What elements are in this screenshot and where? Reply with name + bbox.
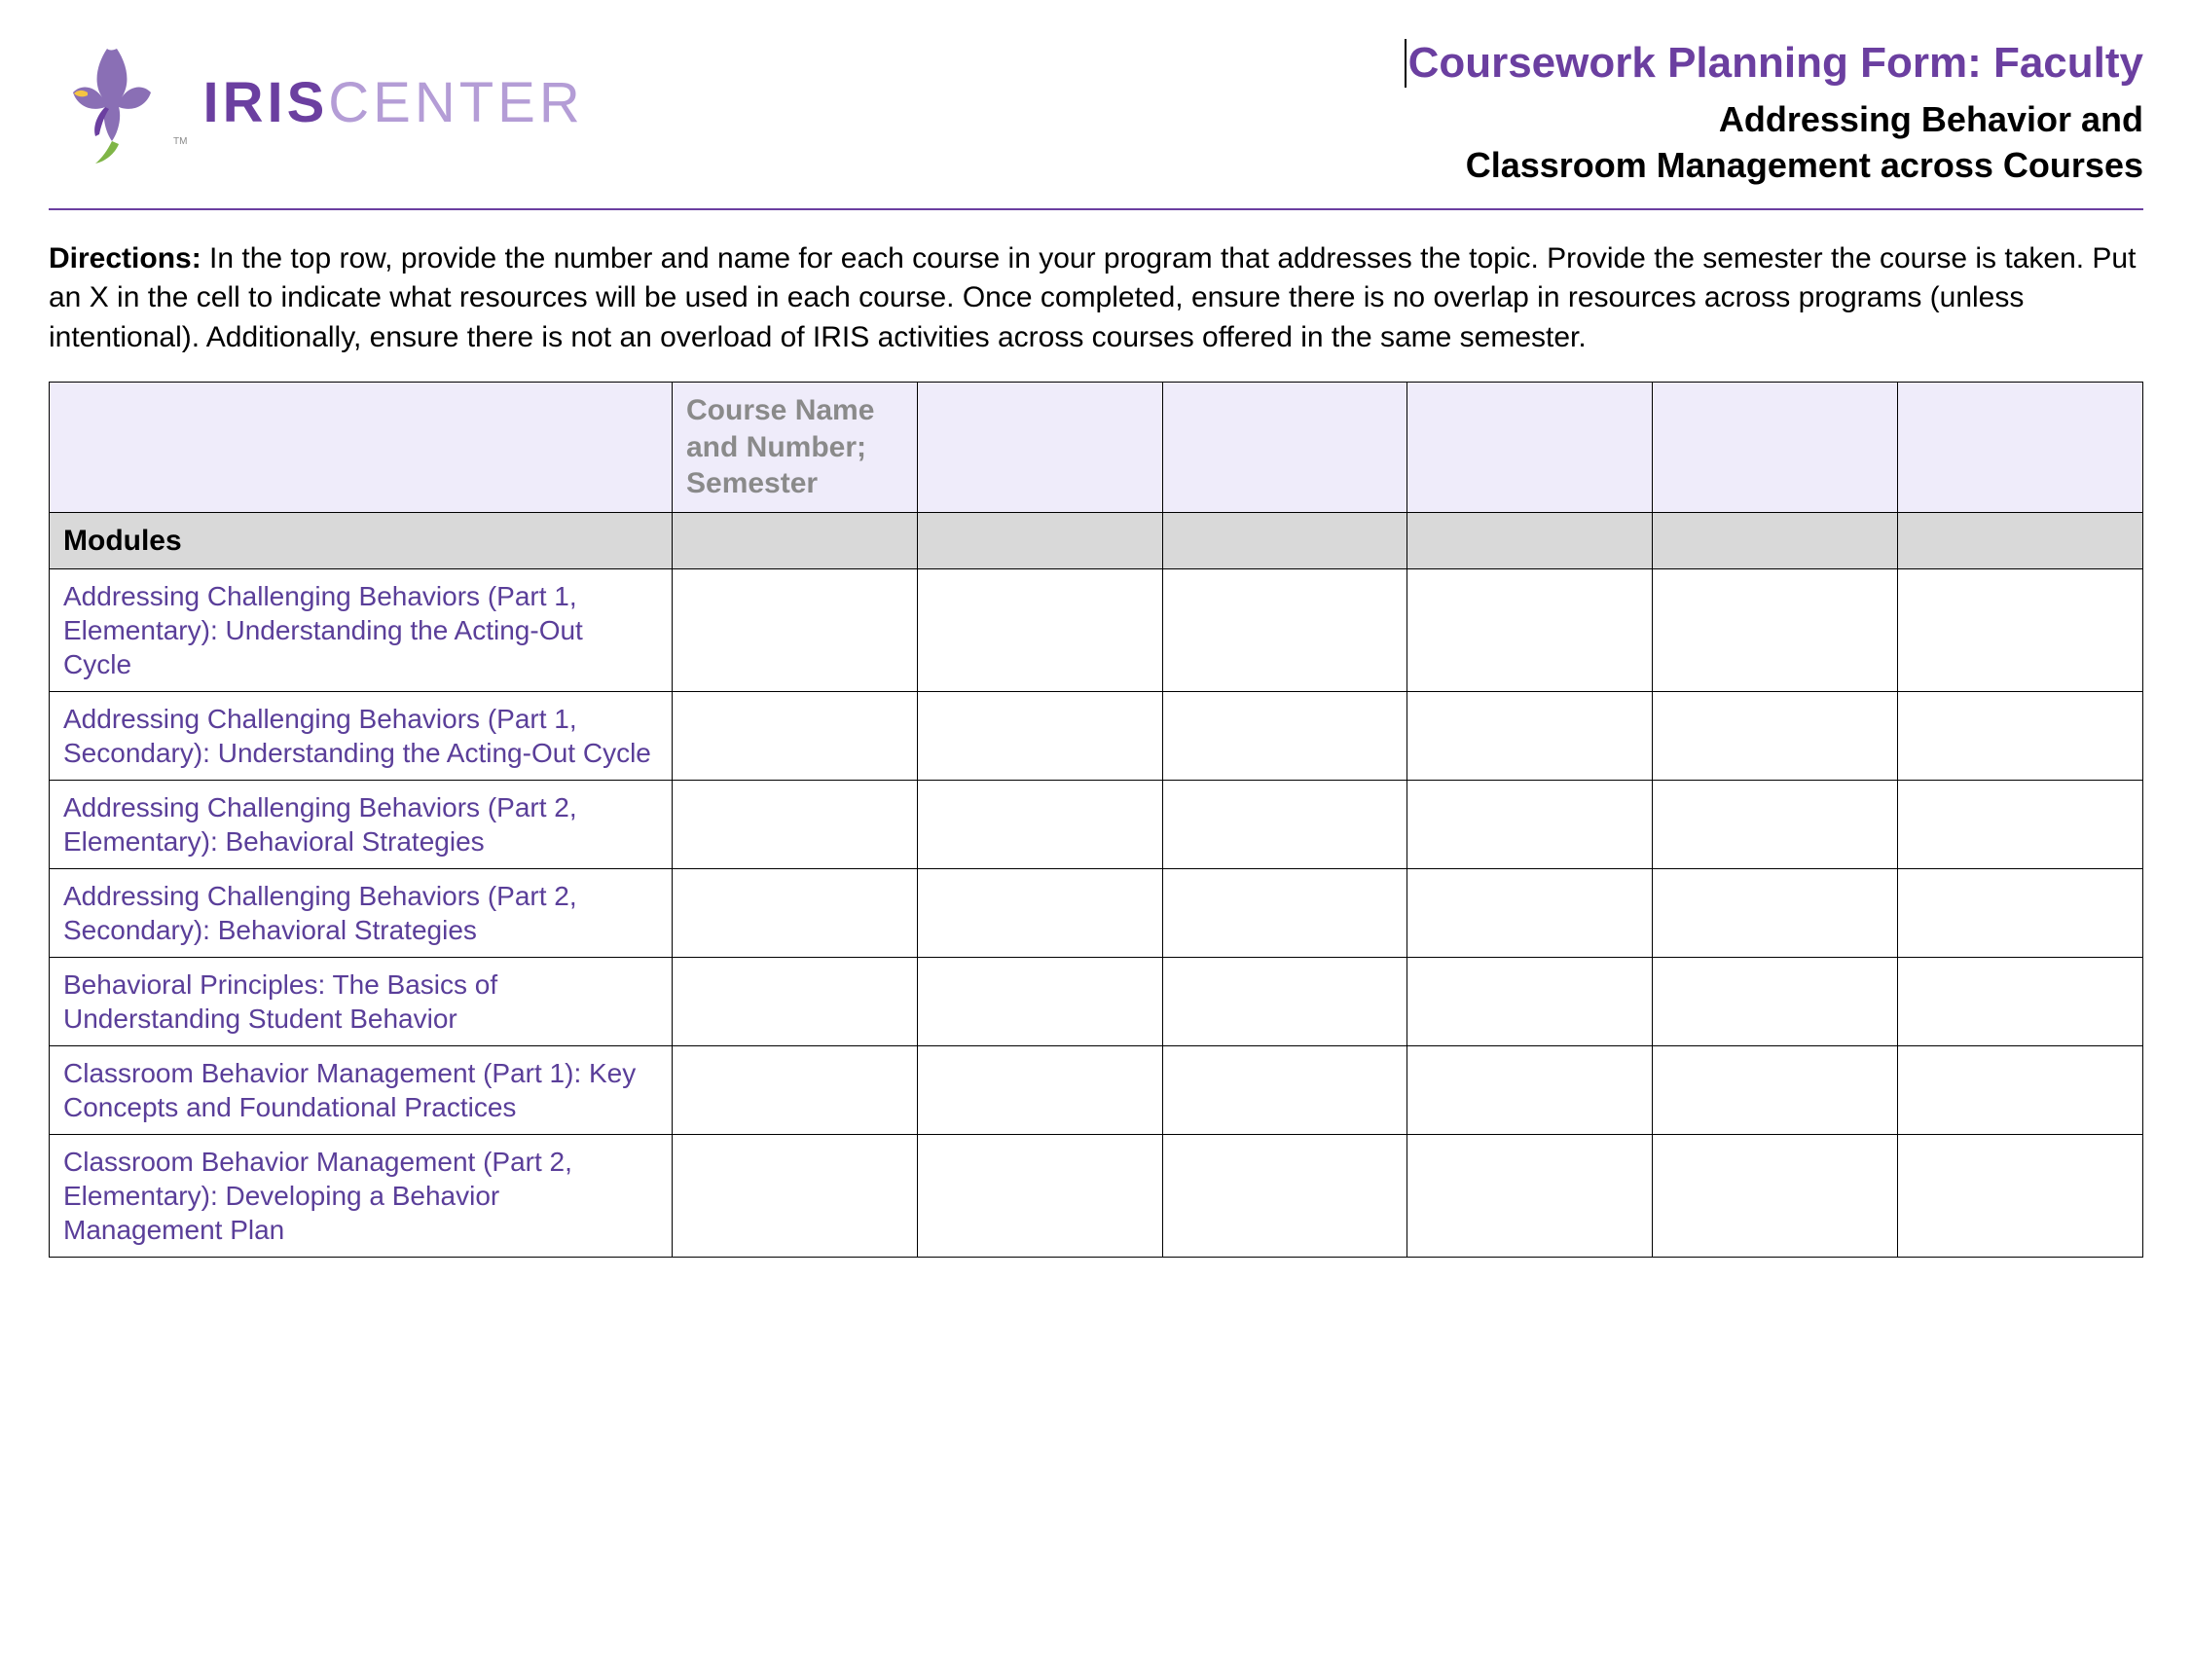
grid-cell[interactable]: [1898, 958, 2143, 1046]
grid-cell[interactable]: [1898, 569, 2143, 692]
grid-cell[interactable]: [1407, 781, 1653, 869]
grid-cell[interactable]: [917, 692, 1162, 781]
grid-cell[interactable]: [673, 692, 918, 781]
module-name: Addressing Challenging Behaviors (Part 2…: [50, 869, 673, 958]
grid-cell[interactable]: [1898, 781, 2143, 869]
grid-cell[interactable]: [1407, 1046, 1653, 1135]
grid-cell[interactable]: [917, 958, 1162, 1046]
grid-cell[interactable]: [673, 781, 918, 869]
grid-cell[interactable]: [1162, 692, 1407, 781]
iris-flower-icon: [49, 39, 165, 165]
module-name: Addressing Challenging Behaviors (Part 2…: [50, 781, 673, 869]
trademark-label: TM: [173, 136, 187, 147]
brand-wordmark: IRISCENTER: [202, 70, 583, 135]
grid-cell[interactable]: [1653, 692, 1898, 781]
grid-cell[interactable]: [673, 869, 918, 958]
grid-cell[interactable]: [917, 781, 1162, 869]
grid-cell[interactable]: [1162, 1135, 1407, 1258]
grid-cell[interactable]: [1162, 958, 1407, 1046]
grid-cell[interactable]: [1898, 869, 2143, 958]
page-header: TM IRISCENTER Coursework Planning Form: …: [49, 39, 2143, 210]
table-row: Addressing Challenging Behaviors (Part 1…: [50, 569, 2143, 692]
brand-logo: TM IRISCENTER: [49, 39, 584, 165]
section-cell: [673, 512, 918, 569]
table-row: Behavioral Principles: The Basics of Und…: [50, 958, 2143, 1046]
table-body: Modules Addressing Challenging Behaviors…: [50, 512, 2143, 1258]
grid-cell[interactable]: [1407, 958, 1653, 1046]
module-name: Classroom Behavior Management (Part 1): …: [50, 1046, 673, 1135]
module-name: Classroom Behavior Management (Part 2, E…: [50, 1135, 673, 1258]
table-row: Classroom Behavior Management (Part 2, E…: [50, 1135, 2143, 1258]
module-name: Addressing Challenging Behaviors (Part 1…: [50, 692, 673, 781]
brand-iris-text: IRIS: [202, 71, 328, 134]
directions-text: In the top row, provide the number and n…: [49, 242, 2136, 353]
grid-cell[interactable]: [1653, 781, 1898, 869]
directions-label: Directions:: [49, 242, 201, 274]
table-header-course-col-5[interactable]: [1653, 383, 1898, 513]
grid-cell[interactable]: [917, 1046, 1162, 1135]
section-cell: [1407, 512, 1653, 569]
table-header-course-col-6[interactable]: [1898, 383, 2143, 513]
table-header-row: Course Name and Number; Semester: [50, 383, 2143, 513]
grid-cell[interactable]: [1653, 569, 1898, 692]
title-block: Coursework Planning Form: Faculty Addres…: [1405, 39, 2143, 189]
grid-cell[interactable]: [1162, 1046, 1407, 1135]
grid-cell[interactable]: [917, 869, 1162, 958]
grid-cell[interactable]: [1653, 958, 1898, 1046]
table-header-course-placeholder[interactable]: Course Name and Number; Semester: [673, 383, 918, 513]
grid-cell[interactable]: [1898, 692, 2143, 781]
section-cell: [917, 512, 1162, 569]
section-cell: [1653, 512, 1898, 569]
grid-cell[interactable]: [917, 569, 1162, 692]
table-header-course-col-4[interactable]: [1407, 383, 1653, 513]
directions-paragraph: Directions: In the top row, provide the …: [49, 239, 2143, 358]
table-row: Addressing Challenging Behaviors (Part 2…: [50, 869, 2143, 958]
grid-cell[interactable]: [1898, 1046, 2143, 1135]
table-row: Addressing Challenging Behaviors (Part 1…: [50, 692, 2143, 781]
grid-cell[interactable]: [1407, 1135, 1653, 1258]
module-name: Behavioral Principles: The Basics of Und…: [50, 958, 673, 1046]
module-name: Addressing Challenging Behaviors (Part 1…: [50, 569, 673, 692]
page-subtitle-line2: Classroom Management across Courses: [1405, 143, 2143, 189]
grid-cell[interactable]: [1162, 569, 1407, 692]
section-cell: [1162, 512, 1407, 569]
table-header-course-col-2[interactable]: [917, 383, 1162, 513]
grid-cell[interactable]: [1162, 869, 1407, 958]
grid-cell[interactable]: [1407, 869, 1653, 958]
grid-cell[interactable]: [673, 569, 918, 692]
table-row: Addressing Challenging Behaviors (Part 2…: [50, 781, 2143, 869]
section-cell: [1898, 512, 2143, 569]
grid-cell[interactable]: [673, 1135, 918, 1258]
table-header-blank: [50, 383, 673, 513]
table-header-course-col-3[interactable]: [1162, 383, 1407, 513]
grid-cell[interactable]: [917, 1135, 1162, 1258]
table-row: Classroom Behavior Management (Part 1): …: [50, 1046, 2143, 1135]
grid-cell[interactable]: [1162, 781, 1407, 869]
grid-cell[interactable]: [1653, 869, 1898, 958]
grid-cell[interactable]: [1898, 1135, 2143, 1258]
page-title: Coursework Planning Form: Faculty: [1405, 39, 2143, 88]
grid-cell[interactable]: [1407, 692, 1653, 781]
section-row-modules: Modules: [50, 512, 2143, 569]
grid-cell[interactable]: [1653, 1046, 1898, 1135]
page-subtitle-line1: Addressing Behavior and: [1405, 97, 2143, 143]
brand-center-text: CENTER: [328, 71, 583, 134]
planning-table: Course Name and Number; Semester Modules…: [49, 382, 2143, 1258]
grid-cell[interactable]: [673, 1046, 918, 1135]
section-label: Modules: [50, 512, 673, 569]
grid-cell[interactable]: [1407, 569, 1653, 692]
grid-cell[interactable]: [1653, 1135, 1898, 1258]
grid-cell[interactable]: [673, 958, 918, 1046]
